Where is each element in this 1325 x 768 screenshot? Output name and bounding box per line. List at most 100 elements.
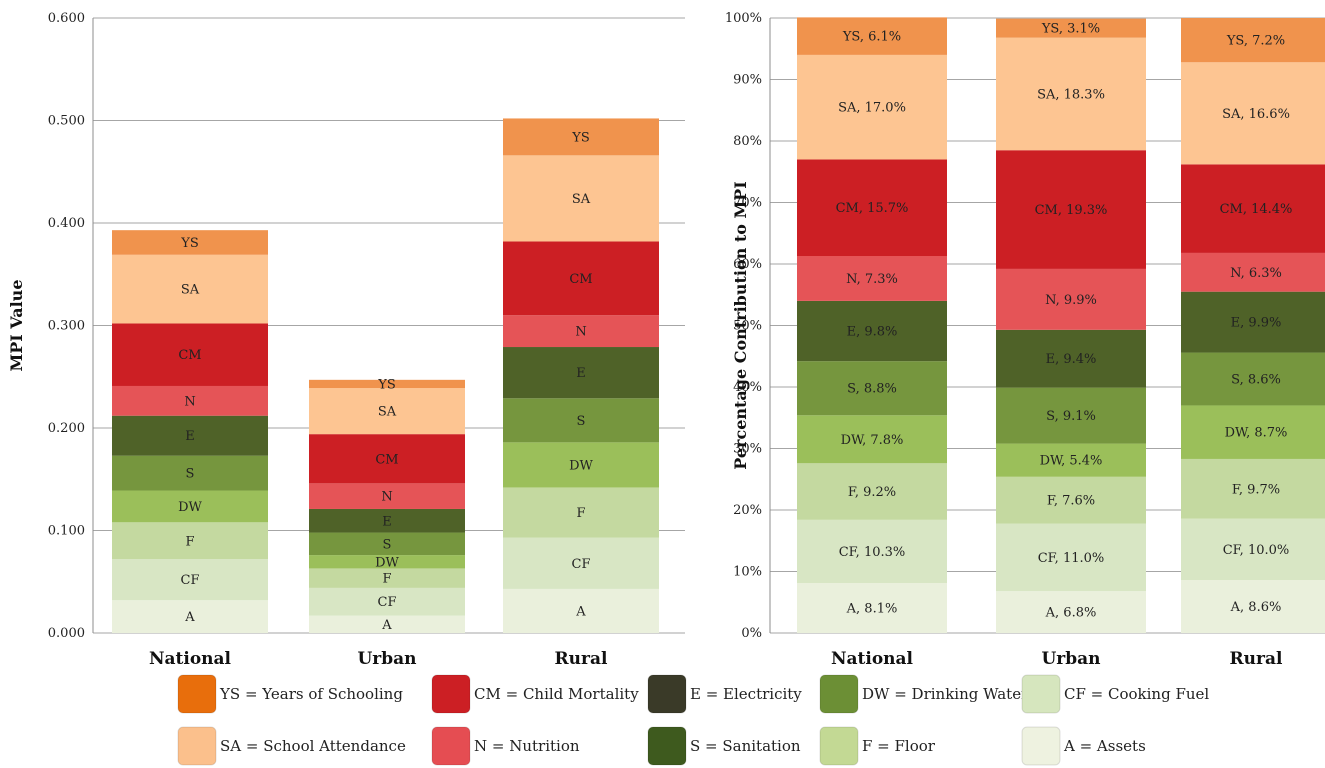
c2-bar-rural-sa	[1181, 62, 1325, 165]
c1-y-tick-label: 0.300	[48, 319, 85, 334]
c2-data-label-urban-n: N, 9.9%	[1045, 293, 1097, 308]
c1-category-label-rural: Rural	[555, 649, 608, 669]
c2-data-label-rural-f: F, 9.7%	[1232, 482, 1280, 497]
c2-bar-national-e	[797, 300, 947, 362]
c2-bar-national-ys	[797, 17, 947, 55]
legend-swatch-s	[647, 726, 687, 766]
c1-y-tick-label: 0.100	[48, 524, 85, 539]
c1-data-label-rural-a: A	[575, 604, 586, 619]
c1-data-label-rural-sa: SA	[572, 192, 591, 207]
c2-data-label-national-dw: DW, 7.8%	[841, 433, 904, 448]
c1-category-label-national: National	[149, 649, 232, 669]
c1-bar-urban-ys	[309, 379, 465, 389]
c1-bar-urban-a	[309, 615, 465, 633]
legend-label-sa: SA = School Attendance	[220, 737, 406, 755]
c1-bar-rural-n	[503, 315, 659, 348]
c2-data-label-urban-ys: YS, 3.1%	[1041, 22, 1100, 37]
c2-y-tick-label: 60%	[733, 257, 762, 272]
c2-bar-national-n	[797, 256, 947, 301]
c2-bar-urban-ys	[996, 18, 1146, 38]
c1-data-label-urban-sa: SA	[378, 405, 397, 420]
c1-data-label-urban-cm: CM	[375, 452, 398, 467]
c1-data-label-rural-s: S	[577, 414, 586, 429]
c1-bar-national-sa	[112, 254, 268, 324]
mpi-contribution-chart: 0% 10% 20% 30% 40% 50% 60% 70% 80% 90% 100% Percent…	[725, 11, 1325, 669]
legend-label-f: F = Floor	[862, 737, 936, 755]
legend: YS = Years of Schooling CM = Child Mortal…	[177, 674, 1209, 766]
c1-bar-national-cm	[112, 323, 268, 386]
c2-data-label-national-cf: CF, 10.3%	[839, 545, 906, 560]
c1-data-label-urban-a: A	[381, 618, 392, 633]
c2-data-label-rural-dw: DW, 8.7%	[1225, 426, 1288, 441]
c2-bar-rural-cf	[1181, 518, 1325, 581]
c2-bar-urban-dw	[996, 443, 1146, 477]
c1-bar-rural-cf	[503, 537, 659, 589]
c1-bar-rural-ys	[503, 118, 659, 156]
c1-data-label-national-ys: YS	[180, 236, 199, 251]
c1-bar-urban-e	[309, 508, 465, 533]
legend-swatch-e	[647, 674, 687, 714]
c1-data-label-rural-n: N	[575, 325, 586, 340]
c2-data-label-rural-cf: CF, 10.0%	[1223, 543, 1290, 558]
c2-data-label-rural-sa: SA, 16.6%	[1222, 107, 1290, 122]
c2-bar-rural-ys	[1181, 18, 1325, 63]
c2-bar-national-cf	[797, 519, 947, 584]
mpi-value-chart: 0.000 0.100 0.200 0.300 0.400 0.500 0.600 MPI V…	[7, 11, 685, 669]
c2-bar-rural-dw	[1181, 405, 1325, 459]
legend-label-dw: DW = Drinking Water	[862, 685, 1029, 703]
c2-y-tick-label: 50%	[733, 319, 762, 334]
c2-y-tick-label: 90%	[733, 73, 762, 88]
c2-category-label-national: National	[831, 649, 914, 669]
c1-data-label-urban-f: F	[382, 572, 391, 587]
c1-bar-rural-e	[503, 347, 659, 399]
c2-bar-urban-f	[996, 476, 1146, 524]
c2-bar-national-s	[797, 361, 947, 416]
c1-y-tick-label: 0.000	[48, 626, 85, 641]
c2-data-label-urban-cf: CF, 11.0%	[1038, 551, 1105, 566]
c2-bar-rural-a	[1181, 580, 1325, 633]
c2-data-label-urban-f: F, 7.6%	[1047, 494, 1095, 509]
c1-data-label-national-s: S	[186, 467, 195, 482]
c1-bar-rural-cm	[503, 241, 659, 316]
c2-category-label-rural: Rural	[1230, 649, 1283, 669]
c2-data-label-rural-s: S, 8.6%	[1231, 373, 1281, 388]
c1-data-label-national-e: E	[185, 429, 195, 444]
c2-y-tick-label: 30%	[733, 442, 762, 457]
c2-data-label-national-n: N, 7.3%	[846, 272, 898, 287]
c1-data-label-urban-n: N	[381, 490, 392, 505]
legend-label-cm: CM = Child Mortality	[474, 685, 639, 703]
c2-data-label-urban-dw: DW, 5.4%	[1040, 454, 1103, 469]
c1-data-label-rural-cm: CM	[569, 272, 592, 287]
c2-bar-urban-n	[996, 268, 1146, 330]
legend-swatch-sa	[177, 726, 217, 766]
c2-bar-urban-e	[996, 329, 1146, 388]
c1-data-label-rural-dw: DW	[569, 458, 593, 473]
legend-label-cf: CF = Cooking Fuel	[1064, 685, 1209, 703]
c2-bar-urban-cf	[996, 523, 1146, 592]
c1-y-tick-label: 0.200	[48, 421, 85, 436]
c1-bar-rural-sa	[503, 155, 659, 242]
legend-swatch-cm	[431, 674, 471, 714]
c2-bar-rural-n	[1181, 252, 1325, 292]
c1-category-label-urban: Urban	[357, 649, 416, 669]
c2-data-label-national-f: F, 9.2%	[848, 485, 896, 500]
c1-bar-rural-s	[503, 398, 659, 443]
legend-swatch-a	[1021, 726, 1061, 766]
c1-bar-national-f	[112, 522, 268, 560]
c2-bar-rural-e	[1181, 291, 1325, 353]
c1-data-label-urban-dw: DW	[375, 555, 399, 570]
c2-bar-urban-a	[996, 591, 1146, 633]
c1-data-label-urban-s: S	[383, 537, 392, 552]
c2-data-label-urban-e: E, 9.4%	[1046, 352, 1097, 367]
c1-bar-urban-f	[309, 568, 465, 588]
c2-bar-national-sa	[797, 54, 947, 160]
c1-data-label-urban-cf: CF	[378, 595, 397, 610]
c1-bar-urban-cm	[309, 434, 465, 484]
c1-y-tick-label: 0.500	[48, 114, 85, 129]
c1-bar-urban-s	[309, 532, 465, 556]
c2-bar-national-f	[797, 463, 947, 520]
c2-data-label-urban-s: S, 9.1%	[1046, 409, 1096, 424]
c1-data-label-national-a: A	[184, 610, 195, 625]
c2-bar-rural-cm	[1181, 164, 1325, 253]
c1-data-label-rural-e: E	[576, 366, 586, 381]
